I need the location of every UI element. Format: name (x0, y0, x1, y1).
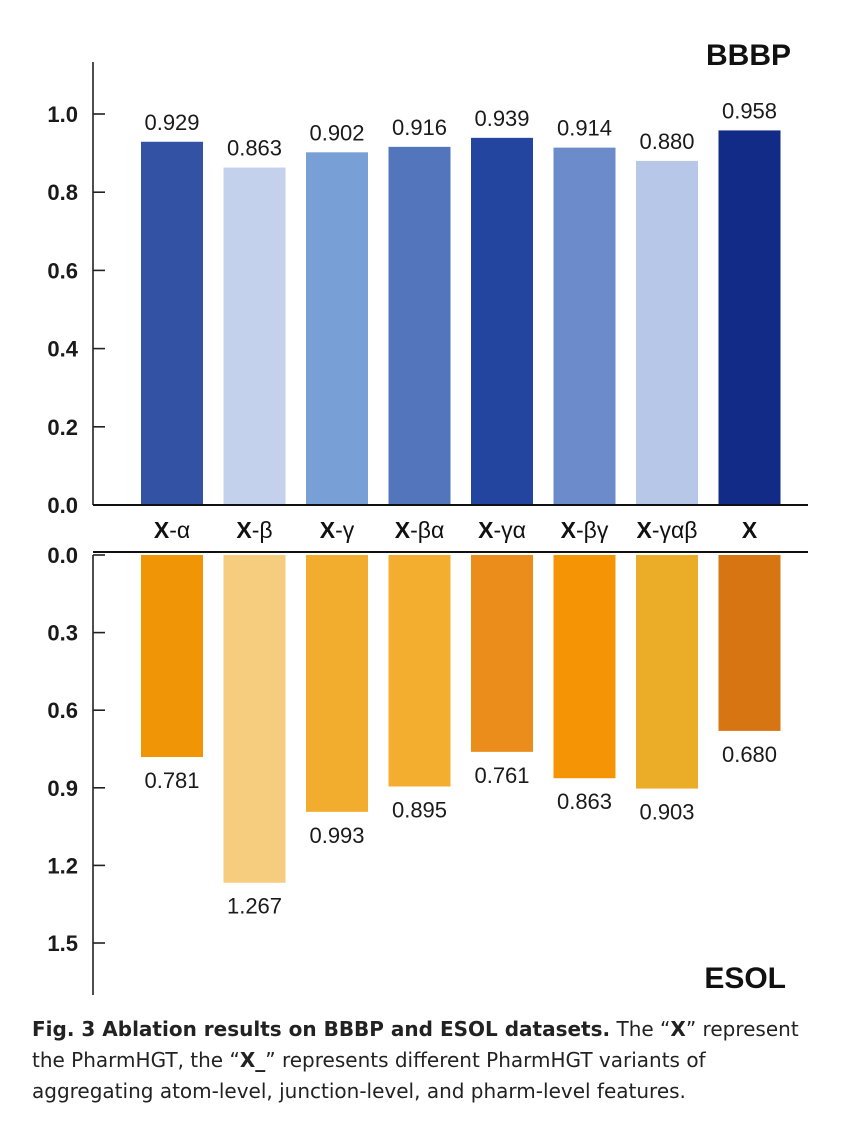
esol-bar (471, 555, 533, 752)
esol-bar (388, 555, 451, 787)
bbbp-panel-title: BBBP (706, 39, 791, 72)
category-label: X (742, 517, 758, 543)
bbbp-y-tick-label: 0.6 (47, 258, 78, 283)
bbbp-bar (636, 160, 698, 506)
bbbp-bar (471, 137, 533, 505)
esol-bar (141, 555, 203, 758)
esol-y-tick-label: 0.3 (47, 621, 78, 646)
bbbp-data-label: 0.880 (639, 129, 694, 154)
esol-panel-title: ESOL (704, 962, 786, 995)
ablation-chart: 0.929 0.863 0.902 0.916 0.939 0.914 0.880 0.958… (47, 39, 808, 995)
bbbp-data-label: 0.929 (144, 110, 199, 135)
category-label-suffix: -γα (493, 517, 525, 543)
bbbp-bar (718, 130, 781, 505)
category-label-suffix: -β (252, 517, 273, 543)
esol-data-label: 0.863 (557, 789, 612, 814)
esol-data-label: 0.895 (392, 798, 447, 823)
caption-title: Fig. 3 Ablation results on BBBP and ESOL… (32, 1017, 611, 1041)
bbbp-y-tick-label: 0.2 (47, 415, 78, 440)
esol-bar (636, 555, 698, 789)
category-label-prefix: X (561, 517, 577, 543)
category-label-prefix: X (320, 517, 336, 543)
category-label-suffix: -βα (410, 517, 444, 543)
category-label-suffix: -γαβ (652, 517, 698, 543)
category-label: X-γα (478, 517, 526, 543)
esol-y-tick-label: 1.2 (47, 853, 78, 878)
caption-text-2: ” represent the PharmHGT, the “ (32, 1017, 799, 1072)
bbbp-y-tick-label: 0.0 (47, 493, 78, 518)
bbbp-bar (553, 147, 616, 505)
bbbp-data-label: 0.958 (722, 98, 777, 123)
bbbp-data-label: 0.902 (309, 120, 364, 145)
category-label: X-β (236, 517, 272, 543)
esol-bar (306, 555, 368, 812)
category-label: X-γαβ (636, 517, 697, 543)
caption-x-symbol: X (670, 1017, 686, 1041)
category-label-suffix: -α (169, 517, 190, 543)
bbbp-y-tick-label: 1.0 (47, 102, 78, 127)
category-label-prefix: X (742, 517, 758, 543)
esol-panel: 0.781 1.267 0.993 0.895 0.761 0.863 0.903 0.680… (47, 543, 786, 995)
bbbp-y-tick-label: 0.4 (47, 337, 78, 362)
category-label-prefix: X (478, 517, 494, 543)
caption-text-3: ” represents different PharmHGT variants… (32, 1048, 706, 1103)
esol-data-label: 0.761 (474, 763, 529, 788)
bbbp-y-tick-label: 0.8 (47, 180, 78, 205)
esol-bar (718, 555, 781, 731)
caption-text-1: The “ (610, 1017, 671, 1041)
category-label: X-βγ (561, 517, 609, 543)
category-label: X-γ (320, 517, 355, 543)
esol-y-tick-label: 0.9 (47, 776, 78, 801)
esol-data-label: 1.267 (227, 894, 282, 919)
category-label-suffix: -βγ (576, 517, 609, 543)
category-label-prefix: X (236, 517, 252, 543)
esol-data-label: 0.903 (639, 800, 694, 825)
esol-data-label: 0.993 (309, 823, 364, 848)
esol-y-tick-label: 0.0 (47, 543, 78, 568)
esol-data-label: 0.781 (144, 768, 199, 793)
category-label: X-βα (395, 517, 445, 543)
figure-caption: Fig. 3 Ablation results on BBBP and ESOL… (32, 1014, 832, 1107)
bbbp-data-label: 0.939 (474, 106, 529, 131)
esol-bar (553, 555, 616, 779)
category-axis: X-α X-β X-γ X-βα X-γα X-βγ X-γαβ X (93, 504, 808, 553)
esol-bar (223, 555, 286, 883)
esol-data-label: 0.680 (722, 742, 777, 767)
bbbp-panel: 0.929 0.863 0.902 0.916 0.939 0.914 0.880 0.958… (47, 39, 791, 518)
esol-y-tick-label: 1.5 (47, 931, 78, 956)
bbbp-data-label: 0.914 (557, 116, 612, 141)
category-label-suffix: -γ (335, 517, 355, 543)
bbbp-bar (388, 146, 451, 505)
bbbp-bar (141, 141, 203, 506)
category-label-prefix: X (636, 517, 652, 543)
bbbp-data-label: 0.863 (227, 136, 282, 161)
category-label-prefix: X (154, 517, 170, 543)
esol-y-tick-label: 0.6 (47, 698, 78, 723)
bbbp-bar (223, 167, 286, 505)
category-label-prefix: X (395, 517, 411, 543)
bbbp-data-label: 0.916 (392, 115, 447, 140)
category-label: X-α (154, 517, 190, 543)
bbbp-bar (306, 152, 368, 505)
caption-x-variant-symbol: X_ (239, 1048, 266, 1072)
